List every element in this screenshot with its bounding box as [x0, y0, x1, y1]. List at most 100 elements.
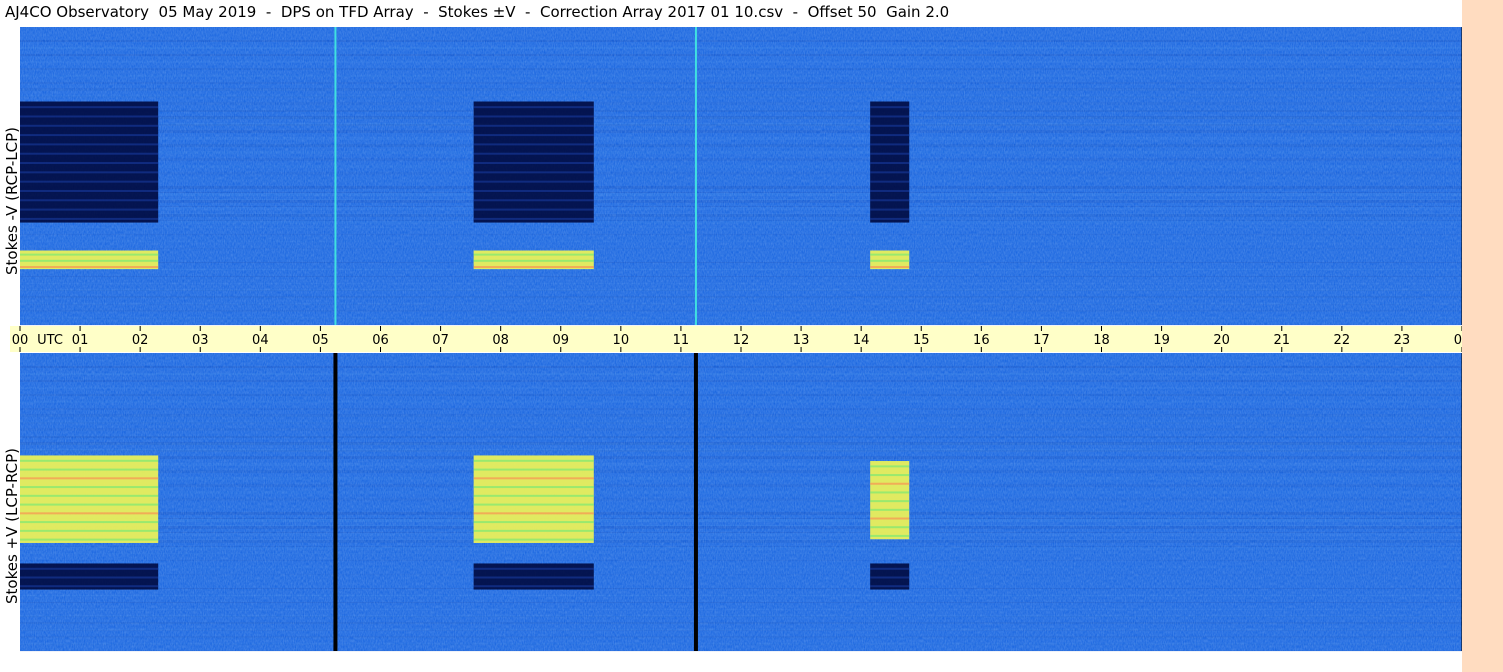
x-unit-label: UTC [37, 333, 63, 348]
band-stripe [473, 171, 594, 174]
band-stripe [473, 152, 594, 155]
band-stripe [473, 538, 594, 541]
band-stripe [20, 143, 159, 146]
band-stripe [473, 585, 594, 588]
x-tick-label: 12 [733, 333, 750, 348]
panel-stokes-minus-v [20, 27, 1462, 326]
x-tick-label: 23 [1394, 333, 1411, 348]
x-tick-label: 18 [1093, 333, 1110, 348]
band-stripe [473, 486, 594, 489]
dark-band [870, 563, 910, 590]
band-stripe [870, 162, 910, 165]
band-stripe [473, 567, 594, 570]
band-stripe [20, 134, 159, 137]
panel-stokes-plus-v [20, 353, 1462, 652]
band-stripe [20, 124, 159, 127]
x-tick-label: 15 [913, 333, 930, 348]
x-tick-label: 14 [853, 333, 870, 348]
band-stripe [870, 124, 910, 127]
noise-overlay [20, 27, 1462, 325]
band-stripe [870, 217, 910, 220]
vertical-line [333, 353, 338, 651]
x-tick-label: 10 [613, 333, 630, 348]
band-stripe [20, 521, 159, 524]
band-stripe [20, 459, 159, 462]
x-tick-label: 02 [132, 333, 149, 348]
x-tick-label: 01 [72, 333, 89, 348]
band-stripe [870, 189, 910, 192]
band-stripe [870, 526, 910, 529]
band-stripe [473, 162, 594, 165]
panel-label-bottom: Stokes +V (LCP-RCP) [3, 448, 21, 604]
band-stripe [20, 199, 159, 202]
x-tick-label: 05 [312, 333, 329, 348]
band-stripe [870, 106, 910, 109]
band-stripe [473, 217, 594, 220]
x-tick-label: 13 [793, 333, 810, 348]
band-stripe [473, 512, 594, 515]
band-stripe [473, 494, 594, 497]
x-tick-label: 00 [12, 333, 29, 348]
band-stripe [870, 143, 910, 146]
band-stripe [20, 253, 159, 256]
vertical-line [334, 27, 337, 325]
band-stripe [870, 152, 910, 155]
band-stripe [473, 529, 594, 532]
dark-band [473, 101, 594, 223]
x-tick-label: 20 [1213, 333, 1230, 348]
band-stripe [20, 180, 159, 183]
band-stripe [870, 585, 910, 588]
x-tick-label: 21 [1273, 333, 1290, 348]
band-stripe [20, 266, 159, 269]
band-stripe [870, 567, 910, 570]
x-tick-label: 03 [192, 333, 209, 348]
band-stripe [20, 503, 159, 506]
x-tick-label: 16 [973, 333, 990, 348]
dark-band [473, 563, 594, 590]
band-stripe [870, 199, 910, 202]
band-stripe [870, 474, 910, 477]
band-stripe [473, 477, 594, 480]
band-stripe [20, 115, 159, 118]
vertical-line [694, 27, 697, 325]
dark-band [20, 101, 159, 223]
band-stripe [20, 585, 159, 588]
band-stripe [20, 152, 159, 155]
x-tick-label: 17 [1033, 333, 1050, 348]
band-stripe [870, 266, 910, 269]
band-stripe [473, 115, 594, 118]
band-stripe [473, 143, 594, 146]
band-stripe [870, 465, 910, 468]
x-tick-label: 11 [673, 333, 690, 348]
x-tick-label: 22 [1334, 333, 1351, 348]
band-stripe [20, 468, 159, 471]
time-axis: 00 01 02 03 04 05 06 07 08 09 10 11 12 13 14 15 16 17 18 19… [10, 326, 1493, 352]
band-stripe [20, 217, 159, 220]
band-stripe [473, 459, 594, 462]
band-stripe [870, 517, 910, 520]
band-stripe [20, 494, 159, 497]
band-stripe [870, 491, 910, 494]
band-stripe [870, 115, 910, 118]
x-tick-label: 07 [432, 333, 449, 348]
band-stripe [473, 134, 594, 137]
band-stripe [20, 171, 159, 174]
chart-title: AJ4CO Observatory 05 May 2019 - DPS on T… [5, 3, 950, 21]
noise-overlay [20, 353, 1462, 651]
x-tick-label: 06 [372, 333, 389, 348]
band-stripe [870, 180, 910, 183]
band-stripe [473, 106, 594, 109]
vertical-line [693, 353, 698, 651]
panel-label-top: Stokes -V (RCP-LCP) [3, 127, 21, 275]
dark-band [20, 563, 159, 590]
right-strip [1462, 0, 1503, 672]
axis-strip-bg [10, 326, 1462, 352]
band-stripe [473, 180, 594, 183]
band-stripe [870, 508, 910, 511]
band-stripe [870, 500, 910, 503]
band-stripe [870, 253, 910, 256]
band-stripe [473, 199, 594, 202]
band-stripe [473, 576, 594, 579]
band-stripe [870, 482, 910, 485]
